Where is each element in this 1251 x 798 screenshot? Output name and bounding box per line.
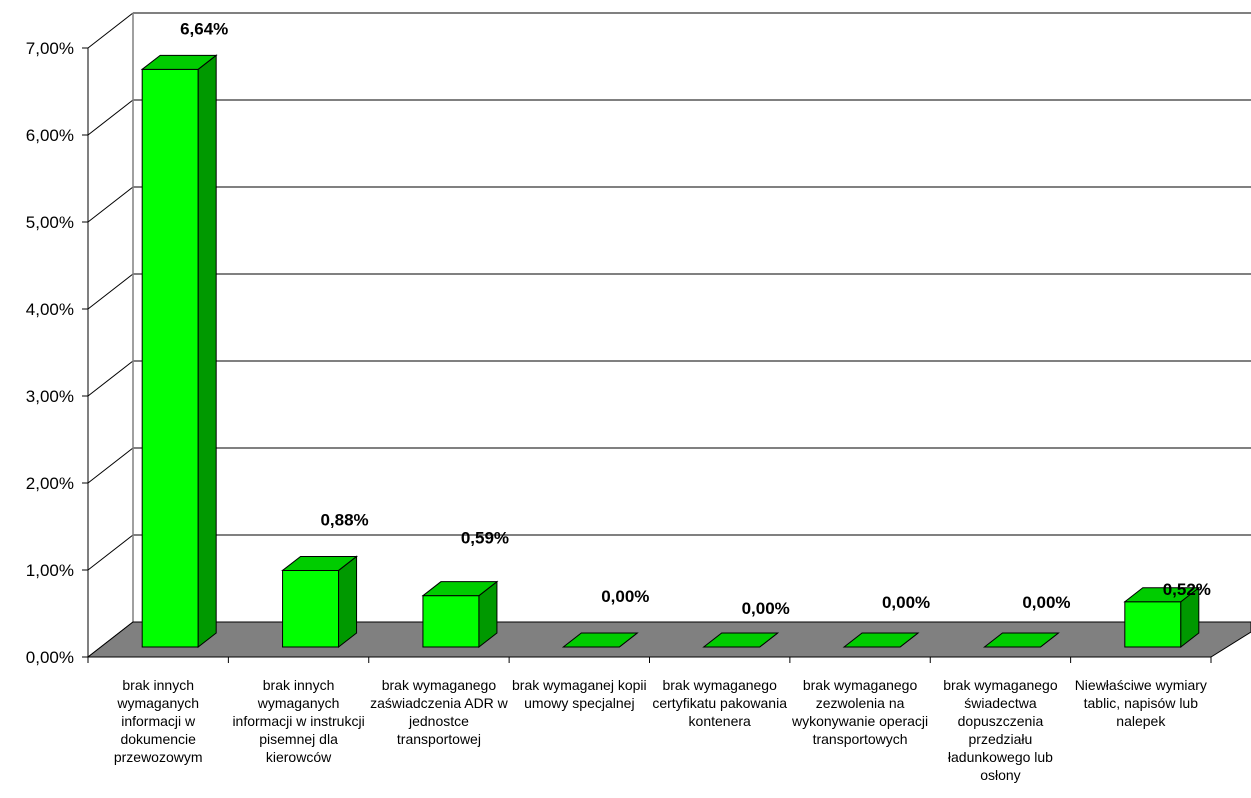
bar-top [561,632,639,648]
gridline-depth [87,447,134,484]
y-tick-label: 5,00% [26,213,74,232]
bar-front [422,595,480,648]
bar-top [842,632,920,648]
chart-floor [86,621,1251,658]
category-label: Niewłaściwe wymiary tablic, napisów lub … [1074,677,1207,729]
y-tick-label: 0,00% [26,648,74,667]
data-label: 0,00% [601,587,649,606]
bar-top [281,555,359,571]
category-label: brak wymaganego certyfikatu pakowania ko… [652,677,787,729]
gridline-depth [87,99,134,136]
data-label: 0,00% [742,599,790,618]
category-label: brak innych wymaganych informacji w doku… [113,677,203,765]
gridline-depth [87,273,134,310]
data-label: 0,88% [320,510,368,529]
gridline-depth [87,534,134,571]
gridline-depth [87,186,134,223]
data-label: 0,52% [1163,580,1211,599]
bar-side [197,54,217,649]
category-label: brak wymaganego zaświadczenia ADR w jedn… [370,677,508,747]
y-tick-label: 2,00% [26,474,74,493]
data-label: 0,00% [882,593,930,612]
bar-top [1123,587,1201,603]
category-label: brak wymaganego zezwolenia na wykonywani… [791,677,929,747]
y-tick-label: 1,00% [26,561,74,580]
y-tick-label: 4,00% [26,300,74,319]
data-label: 0,59% [461,529,509,548]
bar-front [282,569,340,648]
category-label: brak innych wymaganych informacji w inst… [232,677,365,765]
category-label: brak wymaganego świadectwa dopuszczenia … [943,677,1058,783]
category-label: brak wymaganej kopii umowy specjalnej [512,677,647,711]
bar-top [702,632,780,648]
bar-top [140,54,218,70]
bar-front [1124,601,1182,648]
gridline-depth [87,360,134,397]
bar-side [338,555,358,649]
bar-top [421,581,499,597]
data-label: 0,00% [1022,593,1070,612]
data-label: 6,64% [180,19,228,38]
gridline-depth [87,12,134,49]
y-tick-label: 7,00% [26,39,74,58]
bar-front [141,68,199,648]
y-tick-label: 6,00% [26,126,74,145]
bar-top [982,632,1060,648]
y-tick-label: 3,00% [26,387,74,406]
